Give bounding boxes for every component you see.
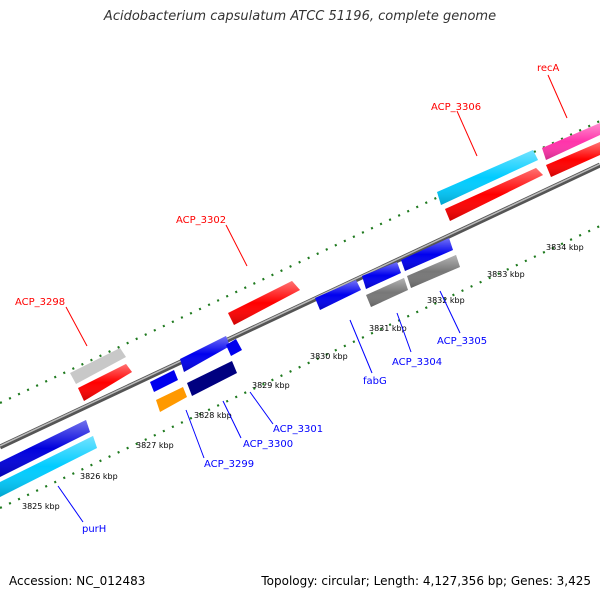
label-purh[interactable]: purH [82,524,106,535]
label-acp-3304[interactable]: ACP_3304 [392,357,442,368]
label-leaders [57,74,568,523]
label-acp-3302[interactable]: ACP_3302 [176,215,226,226]
label-acp-3305[interactable]: ACP_3305 [437,336,487,347]
gene-labels: recA ACP_3306 ACP_3302 ACP_3298 purH ACP… [15,63,560,535]
outer-tick-ring [0,120,600,404]
map-title: Acidobacterium capsulatum ATCC 51196, co… [103,9,497,24]
tick-label: 3832 kbp [427,296,465,305]
tick-label: 3826 kbp [80,472,118,481]
accession-text: Accession: NC_012483 [9,574,146,588]
tick-label: 3833 kbp [487,270,525,279]
tick-label: 3827 kbp [136,441,174,450]
tick-label: 3830 kbp [310,352,348,361]
genome-backbone [0,162,600,450]
reverse-strand-features [0,238,460,497]
gene-acp-3299-blue[interactable] [150,370,178,392]
gene-acp-3301[interactable] [226,339,242,356]
label-fabg[interactable]: fabG [363,376,387,387]
tick-labels: 3825 kbp 3826 kbp 3827 kbp 3828 kbp 3829… [22,243,584,511]
label-acp-3300[interactable]: ACP_3300 [243,439,293,450]
tick-label: 3834 kbp [546,243,584,252]
label-acp-3299[interactable]: ACP_3299 [204,459,254,470]
tick-label: 3825 kbp [22,502,60,511]
forward-strand-features [70,123,600,401]
label-acp-3306[interactable]: ACP_3306 [431,102,481,113]
tick-label: 3828 kbp [194,411,232,420]
label-acp-3298[interactable]: ACP_3298 [15,297,65,308]
label-reca[interactable]: recA [537,63,560,74]
genome-summary-text: Topology: circular; Length: 4,127,356 bp… [261,574,591,588]
tick-label: 3831 kbp [369,324,407,333]
gene-acp-3299[interactable] [156,387,187,412]
gene-acp-3300[interactable] [187,361,237,396]
gene-acp-3298-gray[interactable] [70,348,126,384]
label-acp-3301[interactable]: ACP_3301 [273,424,323,435]
tick-label: 3829 kbp [252,381,290,390]
inner-tick-ring [0,225,600,509]
